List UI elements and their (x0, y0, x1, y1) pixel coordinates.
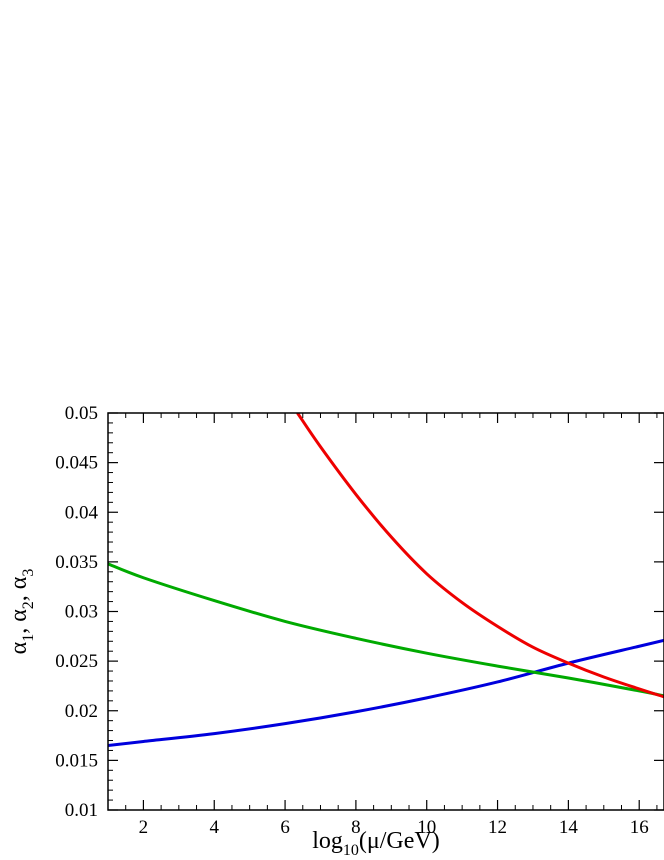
y-tick-label: 0.035 (55, 552, 98, 573)
y-tick-label: 0.04 (65, 502, 99, 523)
x-tick-label: 12 (488, 817, 507, 838)
y-axis-label-sub2: 2 (20, 601, 37, 609)
x-tick-label: 14 (559, 817, 579, 838)
y-axis-label-alpha3: α (6, 576, 32, 589)
y-axis-label-alpha2: α (6, 609, 32, 622)
x-axis-label-base: log (312, 828, 343, 854)
series-layer (108, 413, 664, 747)
y-tick-label: 0.05 (65, 403, 98, 424)
y-tick-label: 0.01 (65, 800, 98, 821)
x-tick-label: 4 (209, 817, 219, 838)
y-tick-label: 0.045 (55, 453, 98, 474)
x-tick-label: 16 (630, 817, 649, 838)
series-line-1 (108, 638, 664, 747)
y-tick-label: 0.025 (55, 651, 98, 672)
x-axis: 2 4 6 8 10 12 14 16 (107, 413, 658, 838)
plot-border (107, 412, 664, 811)
series-line-3 (296, 413, 664, 699)
x-axis-label: log10(μ/GeV) (312, 828, 440, 859)
y-axis: 0.01 0.015 0.02 0.025 0.03 0.035 0.04 0.045 0.05 (55, 403, 664, 821)
y-tick-label: 0.03 (65, 602, 98, 623)
y-axis-label-sep1: , (6, 622, 32, 634)
y-axis-label-sub1: 1 (20, 634, 37, 642)
x-tick-label: 10 (417, 817, 436, 838)
y-axis-label-sep2: , (6, 589, 32, 601)
x-axis-label-subscript: 10 (343, 842, 359, 859)
y-tick-label: 0.02 (65, 701, 98, 722)
y-axis-label: α1, α2, α3 (6, 569, 37, 655)
series-line-2 (108, 562, 664, 698)
y-axis-label-alpha1: α (6, 641, 32, 654)
x-tick-label: 2 (139, 817, 149, 838)
y-axis-label-sub3: 3 (20, 569, 37, 577)
plot-frame (107, 412, 664, 811)
x-axis-label-rest: (μ/GeV) (359, 828, 440, 854)
x-tick-label: 6 (280, 817, 290, 838)
x-tick-label: 8 (351, 817, 361, 838)
y-tick-label: 0.015 (55, 750, 98, 771)
